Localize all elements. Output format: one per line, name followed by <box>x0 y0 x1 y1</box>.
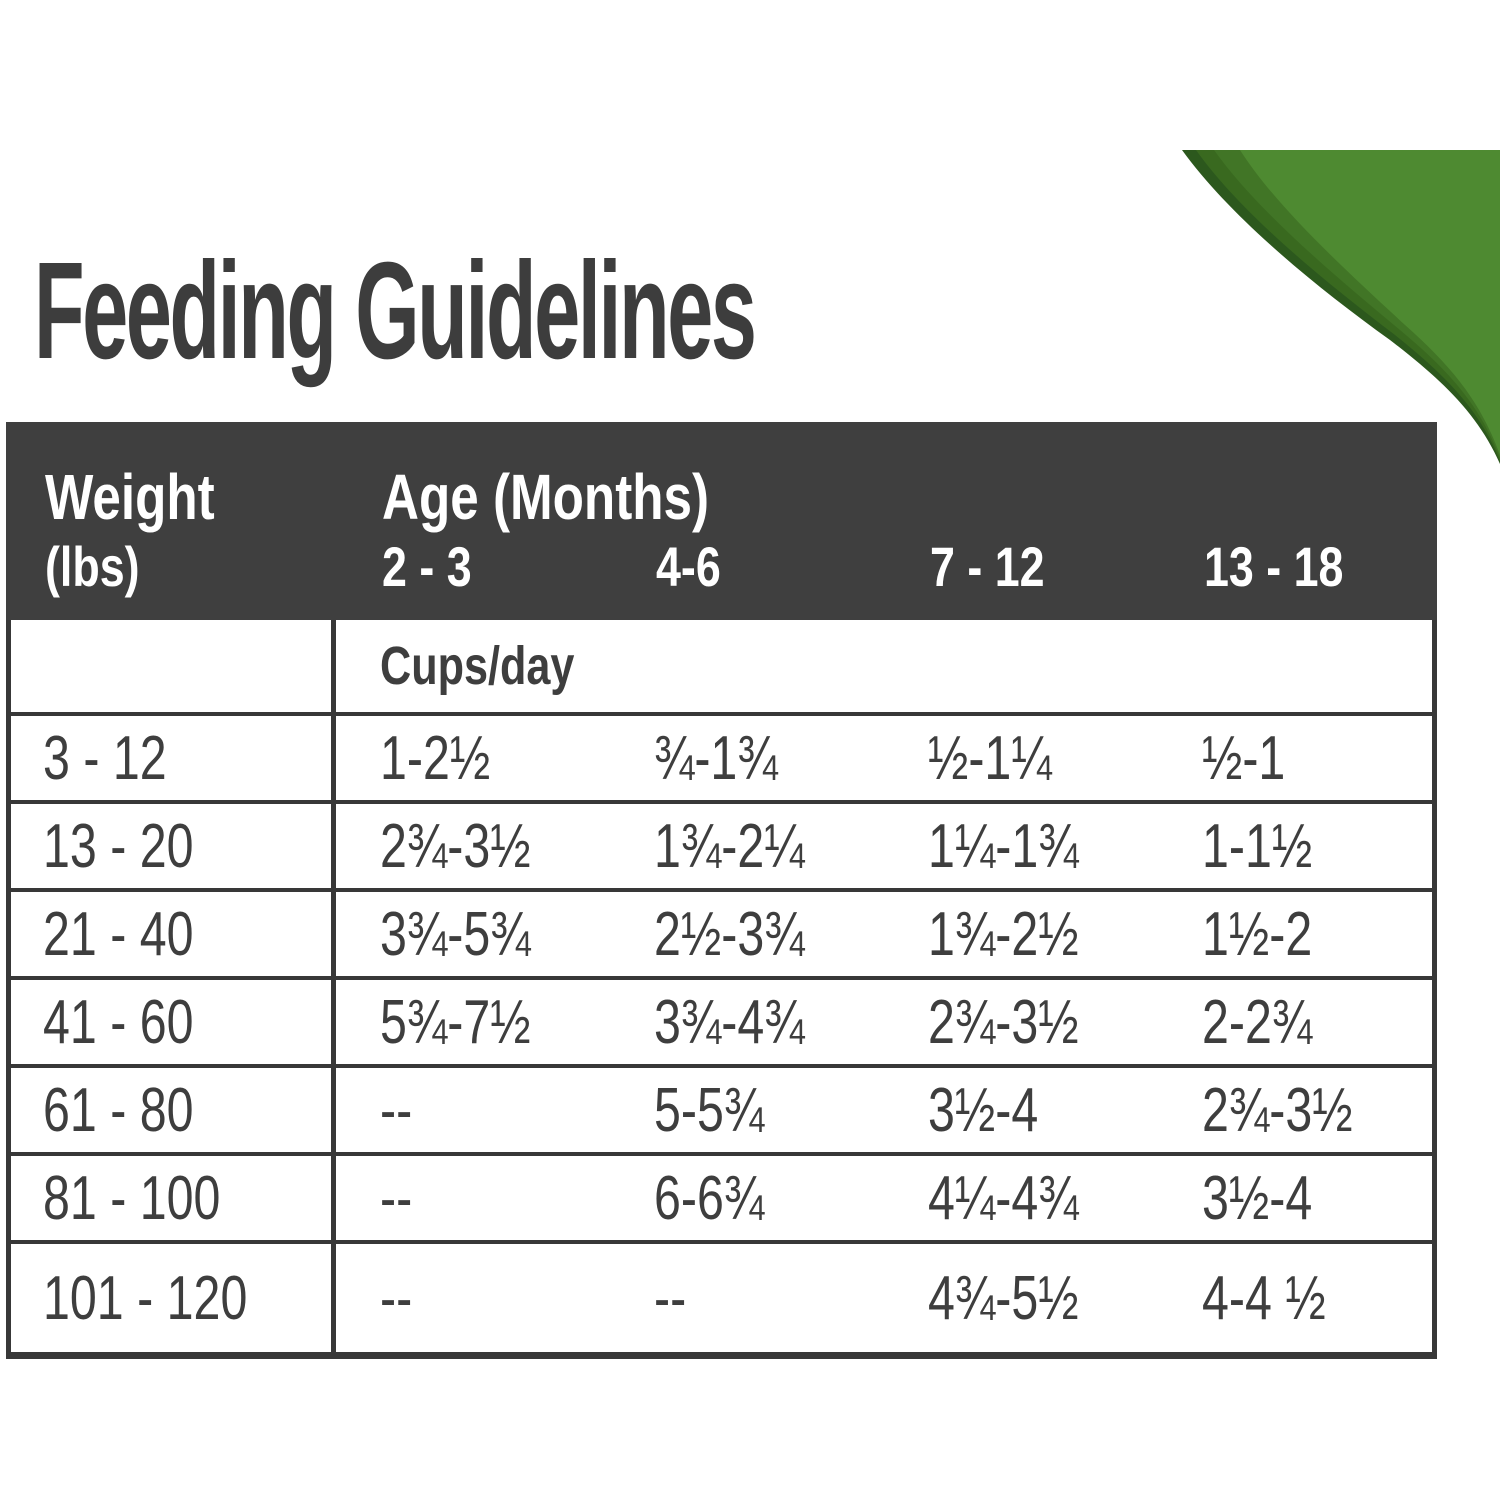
cups-value: -- <box>380 1075 413 1145</box>
cups-value: 3¾-4¾ <box>654 987 805 1057</box>
cups-value: 4¼-4¾ <box>928 1163 1079 1233</box>
cups-value: 3¾-5¾ <box>380 899 531 969</box>
age-column-0: 2 - 3 <box>382 535 472 598</box>
weight-header: Weight <box>45 461 215 533</box>
table-header: Weight Age (Months) (lbs) 2 - 3 4-6 7 - … <box>6 422 1437 620</box>
cups-value: 2¾-3½ <box>1202 1075 1353 1145</box>
cups-value: ½-1 <box>1202 723 1286 793</box>
table-row: 21 - 40 3¾-5¾ 2½-3¾ 1¾-2½ 1½-2 <box>11 888 1432 976</box>
cups-value: ½-1¼ <box>928 723 1052 793</box>
table-row: 3 - 12 1-2½ ¾-1¾ ½-1¼ ½-1 <box>11 712 1432 800</box>
age-column-1: 4-6 <box>656 535 721 598</box>
weight-range: 41 - 60 <box>11 980 336 1064</box>
units-row-empty-cell <box>11 620 336 712</box>
weight-range: 101 - 120 <box>11 1244 336 1352</box>
weight-range: 61 - 80 <box>11 1068 336 1152</box>
cups-value: 1-2½ <box>380 723 491 793</box>
cups-value: -- <box>380 1163 413 1233</box>
table-row: 13 - 20 2¾-3½ 1¾-2¼ 1¼-1¾ 1-1½ <box>11 800 1432 888</box>
cups-value: 2¾-3½ <box>928 987 1079 1057</box>
leaf-corner-graphic <box>1182 150 1500 464</box>
weight-unit-label: (lbs) <box>45 535 140 598</box>
cups-value: 1-1½ <box>1202 811 1313 881</box>
page-title: Feeding Guidelines <box>34 234 757 388</box>
table-row: 61 - 80 -- 5-5¾ 3½-4 2¾-3½ <box>11 1064 1432 1152</box>
units-label: Cups/day <box>380 636 575 696</box>
cups-value: 5-5¾ <box>654 1075 765 1145</box>
weight-range: 21 - 40 <box>11 892 336 976</box>
cups-value: 4-4 ½ <box>1202 1263 1326 1333</box>
units-row: Cups/day <box>11 620 1432 712</box>
age-column-3: 13 - 18 <box>1204 535 1344 598</box>
cups-value: 5¾-7½ <box>380 987 531 1057</box>
feeding-table: Weight Age (Months) (lbs) 2 - 3 4-6 7 - … <box>6 422 1437 1359</box>
table-row: 101 - 120 -- -- 4¾-5½ 4-4 ½ <box>11 1240 1432 1352</box>
cups-value: -- <box>654 1263 687 1333</box>
cups-value: -- <box>380 1263 413 1333</box>
cups-value: 1½-2 <box>1202 899 1313 969</box>
table-row: 41 - 60 5¾-7½ 3¾-4¾ 2¾-3½ 2-2¾ <box>11 976 1432 1064</box>
cups-value: 2¾-3½ <box>380 811 531 881</box>
age-column-2: 7 - 12 <box>930 535 1045 598</box>
cups-value: 3½-4 <box>928 1075 1039 1145</box>
cups-value: 1¼-1¾ <box>928 811 1079 881</box>
cups-value: 4¾-5½ <box>928 1263 1079 1333</box>
table-row: 81 - 100 -- 6-6¾ 4¼-4¾ 3½-4 <box>11 1152 1432 1240</box>
cups-value: 2½-3¾ <box>654 899 805 969</box>
cups-value: 1¾-2½ <box>928 899 1079 969</box>
weight-range: 13 - 20 <box>11 804 336 888</box>
cups-value: 2-2¾ <box>1202 987 1313 1057</box>
cups-value: ¾-1¾ <box>654 723 778 793</box>
cups-value: 1¾-2¼ <box>654 811 805 881</box>
cups-value: 6-6¾ <box>654 1163 765 1233</box>
weight-range: 3 - 12 <box>11 716 336 800</box>
weight-range: 81 - 100 <box>11 1156 336 1240</box>
cups-value: 3½-4 <box>1202 1163 1313 1233</box>
age-header: Age (Months) <box>382 461 710 533</box>
